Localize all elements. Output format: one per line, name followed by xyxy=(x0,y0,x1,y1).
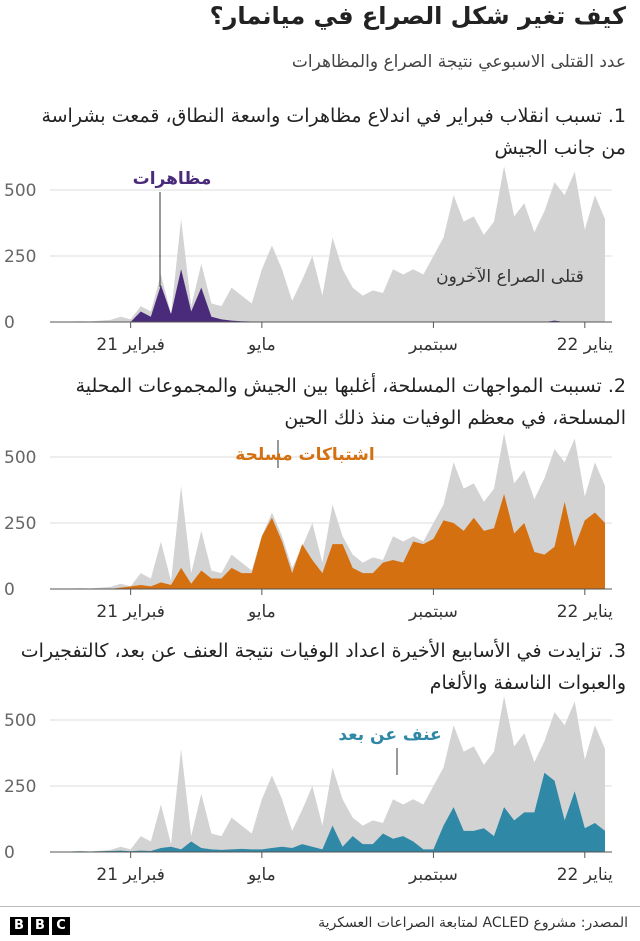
x-tick-label: 22 يناير xyxy=(557,335,613,355)
panel-title: 2. تسببت المواجهات المسلحة، أغلبها بين ا… xyxy=(75,375,626,429)
y-tick-label: 0 xyxy=(4,313,15,333)
area xyxy=(60,772,605,852)
area xyxy=(60,493,605,589)
y-tick-label: 250 xyxy=(4,777,36,797)
panel-chart: 0 250 500 21 فبراير مايو سبتمبر 22 يناير مظاهرا… xyxy=(4,166,613,355)
x-tick-label: 22 يناير xyxy=(557,602,613,622)
area xyxy=(60,696,605,852)
x-tick-label: 21 فبراير xyxy=(96,335,165,355)
source: المصدر: مشروع ACLED لمتابعة الصراعات الع… xyxy=(318,915,628,931)
panel-chart: 0 250 500 21 فبراير مايو سبتمبر 22 يناير اشتباك… xyxy=(4,433,613,622)
series-label: قتلى الصراع الآخرون xyxy=(436,266,584,287)
x-tick-label: مايو xyxy=(247,602,276,622)
y-tick-label: 500 xyxy=(4,711,36,731)
annotation: مظاهرات xyxy=(133,169,212,189)
x-tick-label: مايو xyxy=(247,865,276,885)
area xyxy=(60,269,605,322)
x-tick-label: سبتمبر xyxy=(408,602,458,622)
x-tick-label: 21 فبراير xyxy=(96,602,165,622)
subtitle: عدد القتلى الاسبوعي نتيجة الصراع والمظاه… xyxy=(291,52,626,72)
panel-title: 3. تزايدت في الأسابيع الأخيرة اعداد الوف… xyxy=(20,640,626,694)
y-tick-label: 500 xyxy=(4,181,36,201)
y-tick-label: 0 xyxy=(4,580,15,600)
y-tick-label: 500 xyxy=(4,448,36,468)
area xyxy=(60,166,605,322)
y-tick-label: 250 xyxy=(4,247,36,267)
title: كيف تغير شكل الصراع في ميانمار؟ xyxy=(209,2,626,30)
logo: B B C xyxy=(10,917,70,935)
footer-rule xyxy=(0,906,640,907)
x-tick-label: 21 فبراير xyxy=(96,865,165,885)
logo-letter: B xyxy=(31,917,49,935)
logo-letter: B xyxy=(10,917,28,935)
y-tick-label: 0 xyxy=(4,843,15,863)
annotation: اشتباكات مسلحة xyxy=(235,445,374,465)
x-tick-label: 22 يناير xyxy=(557,865,613,885)
annotation: عنف عن بعد xyxy=(338,725,441,745)
x-tick-label: مايو xyxy=(247,335,276,355)
x-tick-label: سبتمبر xyxy=(408,865,458,885)
logo-letter: C xyxy=(52,917,70,935)
panel-title: 1. تسبب انقلاب فبراير في اندلاع مظاهرات … xyxy=(41,105,626,159)
x-tick-label: سبتمبر xyxy=(408,335,458,355)
y-tick-label: 250 xyxy=(4,514,36,534)
panel-chart: 0 250 500 21 فبراير مايو سبتمبر 22 يناير عنف عن… xyxy=(4,696,613,885)
